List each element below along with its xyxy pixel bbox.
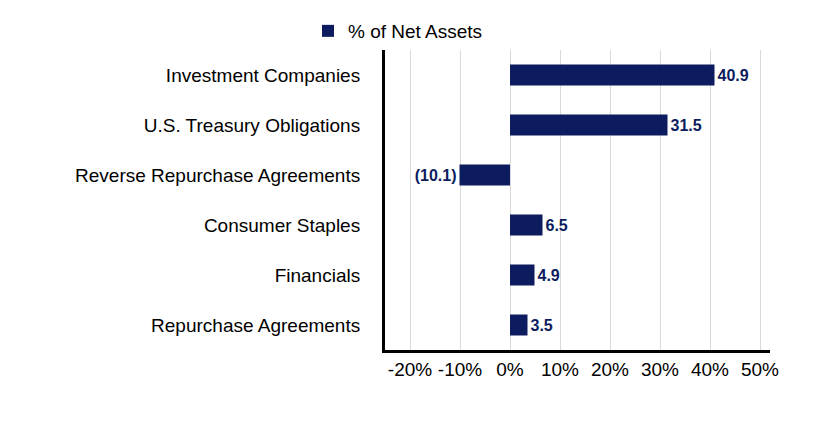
svg-text:30%: 30% <box>641 359 679 380</box>
svg-text:3.5: 3.5 <box>531 317 553 334</box>
svg-text:-20%: -20% <box>388 359 432 380</box>
svg-text:Repurchase Agreements: Repurchase Agreements <box>151 315 360 336</box>
svg-text:4.9: 4.9 <box>538 267 560 284</box>
svg-text:10%: 10% <box>541 359 579 380</box>
svg-text:Financials: Financials <box>275 265 361 286</box>
svg-text:Reverse Repurchase Agreements: Reverse Repurchase Agreements <box>75 165 360 186</box>
svg-text:(10.1): (10.1) <box>415 167 457 184</box>
svg-text:Investment Companies: Investment Companies <box>166 65 360 86</box>
svg-text:31.5: 31.5 <box>671 117 702 134</box>
svg-text:0%: 0% <box>496 359 524 380</box>
svg-text:Consumer Staples: Consumer Staples <box>204 215 360 236</box>
svg-text:20%: 20% <box>591 359 629 380</box>
svg-text:40.9: 40.9 <box>718 67 749 84</box>
svg-text:% of Net Assets: % of Net Assets <box>348 21 482 42</box>
svg-text:6.5: 6.5 <box>546 217 568 234</box>
svg-text:50%: 50% <box>741 359 779 380</box>
svg-text:40%: 40% <box>691 359 729 380</box>
svg-text:U.S. Treasury Obligations: U.S. Treasury Obligations <box>144 115 360 136</box>
svg-text:-10%: -10% <box>438 359 482 380</box>
